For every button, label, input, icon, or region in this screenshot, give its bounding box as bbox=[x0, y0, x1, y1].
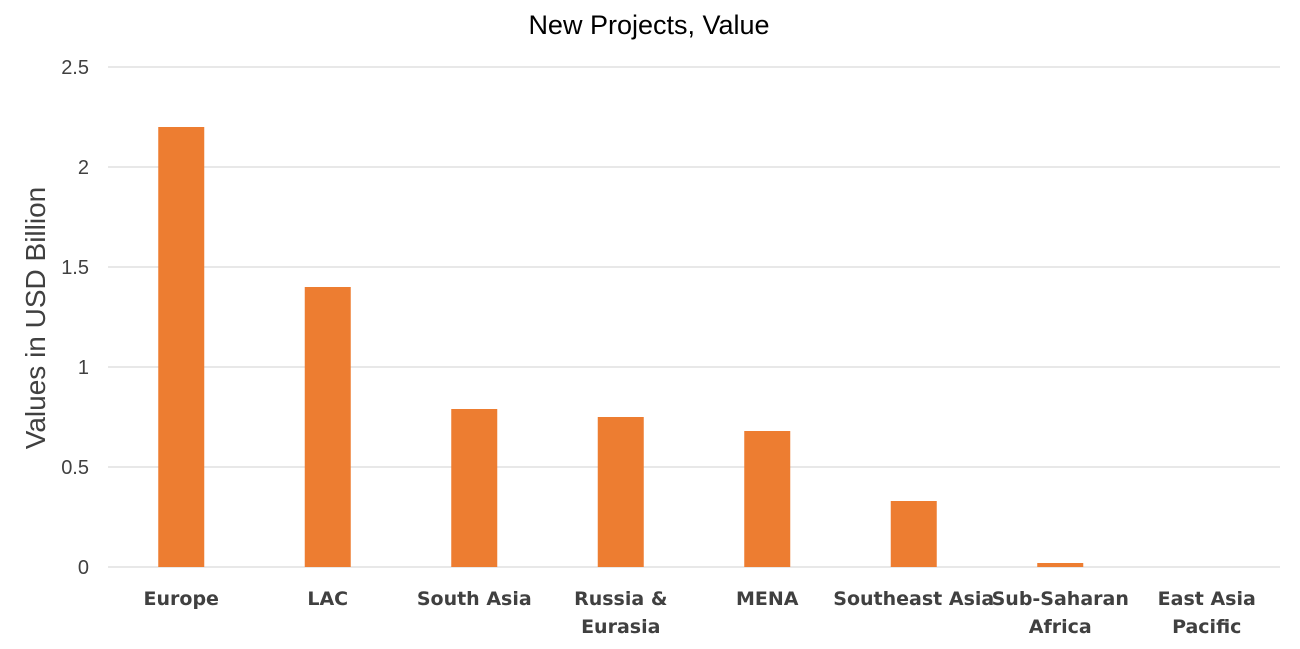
x-tick-label-line: Africa bbox=[1029, 616, 1092, 638]
x-tick-label: Sub-Saharan Africa bbox=[992, 588, 1129, 638]
y-tick-label: 2 bbox=[78, 157, 89, 179]
x-tick-label-line: East Asia bbox=[1158, 588, 1256, 610]
x-tick-label-line: Eurasia bbox=[581, 616, 660, 638]
y-tick-label: 2.5 bbox=[61, 57, 89, 79]
x-tick-label-line: MENA bbox=[736, 588, 799, 610]
x-axis-ticks: Europe LAC South Asia Russia & Eurasia MENA So… bbox=[144, 588, 1256, 638]
y-axis-ticks: 0 0.5 1 1.5 2 2.5 bbox=[61, 57, 89, 579]
x-tick-label-line: Pacific bbox=[1172, 616, 1241, 638]
bar bbox=[890, 501, 937, 567]
x-tick-label-line: Europe bbox=[144, 588, 219, 610]
x-tick-label: MENA bbox=[736, 588, 799, 610]
x-tick-label: LAC bbox=[307, 588, 348, 610]
gridlines bbox=[108, 66, 1280, 568]
y-tick-label: 0.5 bbox=[61, 457, 89, 479]
bar bbox=[744, 431, 791, 567]
y-tick-label: 1 bbox=[78, 357, 89, 379]
bar bbox=[597, 417, 644, 567]
x-tick-label: South Asia bbox=[417, 588, 532, 610]
y-tick-label: 1.5 bbox=[61, 257, 89, 279]
bars bbox=[158, 127, 1084, 567]
bar bbox=[304, 287, 351, 567]
x-tick-label-line: Southeast Asia bbox=[833, 588, 994, 610]
x-tick-label-line: LAC bbox=[307, 588, 348, 610]
x-tick-label-line: South Asia bbox=[417, 588, 532, 610]
chart-title: New Projects, Value bbox=[528, 10, 769, 40]
x-tick-label-line: Sub-Saharan bbox=[992, 588, 1129, 610]
y-axis-label: Values in USD Billion bbox=[20, 187, 51, 450]
bar bbox=[451, 409, 498, 567]
x-tick-label-line: Russia & bbox=[574, 588, 667, 610]
x-tick-label: Europe bbox=[144, 588, 219, 610]
bar bbox=[158, 127, 205, 567]
x-tick-label: Russia & Eurasia bbox=[574, 588, 667, 638]
y-tick-label: 0 bbox=[78, 557, 89, 579]
x-tick-label: Southeast Asia bbox=[833, 588, 994, 610]
x-tick-label: East Asia Pacific bbox=[1158, 588, 1256, 638]
bar bbox=[1037, 563, 1084, 567]
